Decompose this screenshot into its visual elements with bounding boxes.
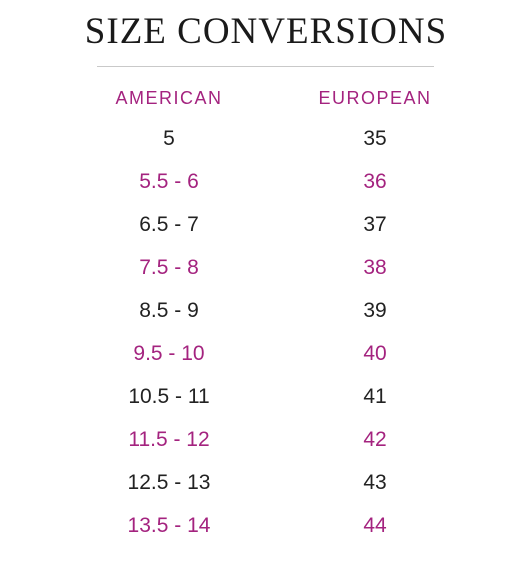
european-size-cell: 44 <box>363 514 387 537</box>
european-column-header: EUROPEAN <box>318 88 432 108</box>
american-size-cell: 9.5 - 10 <box>133 342 205 365</box>
american-size-cell: 10.5 - 11 <box>128 385 210 408</box>
european-size-cell: 39 <box>363 299 387 322</box>
european-size-cell: 40 <box>363 342 387 365</box>
table-row: 5.5 - 6 36 <box>0 160 532 203</box>
european-size-cell: 42 <box>363 428 387 451</box>
american-size-cell: 12.5 - 13 <box>127 471 211 494</box>
european-size-cell: 43 <box>363 471 387 494</box>
american-size-cell: 5.5 - 6 <box>139 170 199 193</box>
european-size-cell: 37 <box>363 213 387 236</box>
table-row: 13.5 - 14 44 <box>0 504 532 547</box>
page-title: SIZE CONVERSIONS <box>84 11 448 52</box>
table-row: 10.5 - 11 41 <box>0 375 532 418</box>
table-row: 12.5 - 13 43 <box>0 461 532 504</box>
table-row: 11.5 - 12 42 <box>0 418 532 461</box>
american-size-cell: 7.5 - 8 <box>139 256 199 279</box>
size-table: 5 35 5.5 - 6 36 6.5 - 7 37 7.5 - 8 38 8.5 - 9 39 9… <box>0 117 532 547</box>
american-size-cell: 13.5 - 14 <box>127 514 211 537</box>
european-size-cell: 41 <box>363 385 387 408</box>
american-size-cell: 5 <box>163 127 175 150</box>
european-size-cell: 36 <box>363 170 387 193</box>
table-row: 8.5 - 9 39 <box>0 289 532 332</box>
american-size-cell: 8.5 - 9 <box>139 299 199 322</box>
table-row: 5 35 <box>0 117 532 160</box>
table-row: 9.5 - 10 40 <box>0 332 532 375</box>
table-row: 7.5 - 8 38 <box>0 246 532 289</box>
american-column-header: AMERICAN <box>115 88 223 108</box>
european-size-cell: 35 <box>363 127 387 150</box>
american-size-cell: 6.5 - 7 <box>139 213 199 236</box>
american-size-cell: 11.5 - 12 <box>128 428 210 451</box>
table-row: 6.5 - 7 37 <box>0 203 532 246</box>
european-size-cell: 38 <box>363 256 387 279</box>
title-divider <box>97 66 434 67</box>
